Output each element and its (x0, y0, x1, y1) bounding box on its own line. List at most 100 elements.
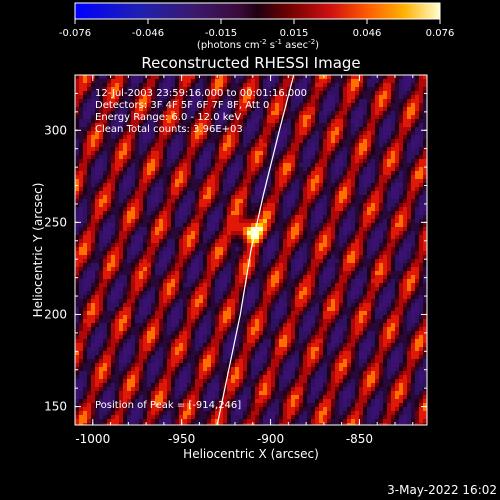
heatmap-cell (131, 183, 135, 187)
heatmap-cell (383, 211, 387, 215)
heatmap-cell (363, 135, 367, 139)
heatmap-cell (403, 239, 407, 243)
heatmap-cell (115, 151, 119, 155)
heatmap-cell (407, 175, 411, 179)
heatmap-cell (399, 215, 403, 219)
heatmap-cell (283, 191, 287, 195)
heatmap-cell (271, 95, 275, 99)
heatmap-cell (259, 131, 263, 135)
heatmap-cell (323, 207, 327, 211)
heatmap-cell (175, 195, 179, 199)
heatmap-cell (287, 239, 291, 243)
heatmap-cell (123, 87, 127, 91)
heatmap-cell (319, 219, 323, 223)
heatmap-cell (303, 119, 307, 123)
heatmap-cell (239, 119, 243, 123)
heatmap-cell (95, 163, 99, 167)
heatmap-cell (103, 243, 107, 247)
heatmap-cell (351, 179, 355, 183)
heatmap-cell (327, 223, 331, 227)
heatmap-cell (395, 179, 399, 183)
heatmap-cell (419, 247, 423, 251)
heatmap-cell (91, 231, 95, 235)
heatmap-cell (139, 167, 143, 171)
heatmap-cell (343, 143, 347, 147)
heatmap-cell (175, 171, 179, 175)
heatmap-cell (179, 143, 183, 147)
heatmap-cell (119, 243, 123, 247)
heatmap-cell (159, 247, 163, 251)
heatmap-cell (295, 251, 299, 255)
heatmap-cell (183, 275, 187, 279)
heatmap-cell (91, 299, 95, 303)
heatmap-cell (295, 219, 299, 223)
heatmap-cell (275, 103, 279, 107)
heatmap-cell (79, 191, 83, 195)
heatmap-cell (111, 227, 115, 231)
heatmap-cell (359, 103, 363, 107)
heatmap-cell (291, 279, 295, 283)
heatmap-cell (367, 167, 371, 171)
heatmap-cell (103, 87, 107, 91)
heatmap-cell (155, 183, 159, 187)
heatmap-cell (423, 243, 427, 247)
heatmap-cell (207, 295, 211, 299)
heatmap-cell (319, 187, 323, 191)
heatmap-cell (119, 215, 123, 219)
heatmap-cell (243, 79, 247, 83)
heatmap-cell (127, 279, 131, 283)
heatmap-cell (259, 243, 263, 247)
heatmap-cell (331, 99, 335, 103)
heatmap-cell (99, 243, 103, 247)
heatmap-cell (239, 175, 243, 179)
heatmap-cell (211, 83, 215, 87)
heatmap-cell (227, 131, 231, 135)
heatmap-cell (355, 171, 359, 175)
heatmap-cell (387, 159, 391, 163)
heatmap-cell (399, 267, 403, 271)
heatmap-cell (163, 215, 167, 219)
heatmap-cell (79, 231, 83, 235)
heatmap-cell (399, 111, 403, 115)
heatmap-cell (167, 231, 171, 235)
heatmap-cell (251, 147, 255, 151)
heatmap-cell (279, 187, 283, 191)
heatmap-cell (379, 215, 383, 219)
heatmap-cell (335, 247, 339, 251)
heatmap-cell (299, 247, 303, 251)
heatmap-cell (231, 203, 235, 207)
heatmap-cell (387, 227, 391, 231)
heatmap-cell (359, 211, 363, 215)
heatmap-cell (123, 235, 127, 239)
heatmap-cell (411, 131, 415, 135)
heatmap-cell (139, 267, 143, 271)
heatmap-cell (127, 255, 131, 259)
heatmap-cell (367, 247, 371, 251)
heatmap-cell (295, 115, 299, 119)
heatmap-cell (267, 207, 271, 211)
heatmap-cell (311, 275, 315, 279)
heatmap-cell (415, 271, 419, 275)
heatmap-cell (411, 227, 415, 231)
heatmap-cell (243, 207, 247, 211)
heatmap-cell (155, 291, 159, 295)
heatmap-cell (351, 211, 355, 215)
heatmap-cell (123, 163, 127, 167)
heatmap-cell (307, 131, 311, 135)
heatmap-cell (367, 255, 371, 259)
heatmap-cell (283, 79, 287, 83)
heatmap-cell (343, 87, 347, 91)
heatmap-cell (83, 223, 87, 227)
heatmap-cell (259, 207, 263, 211)
heatmap-cell (399, 99, 403, 103)
heatmap-cell (255, 243, 259, 247)
heatmap-cell (399, 91, 403, 95)
heatmap-cell (303, 255, 307, 259)
heatmap-cell (307, 207, 311, 211)
heatmap-cell (135, 183, 139, 187)
heatmap-cell (127, 147, 131, 151)
heatmap-cell (319, 147, 323, 151)
heatmap-cell (171, 267, 175, 271)
heatmap-cell (95, 191, 99, 195)
heatmap-cell (415, 151, 419, 155)
